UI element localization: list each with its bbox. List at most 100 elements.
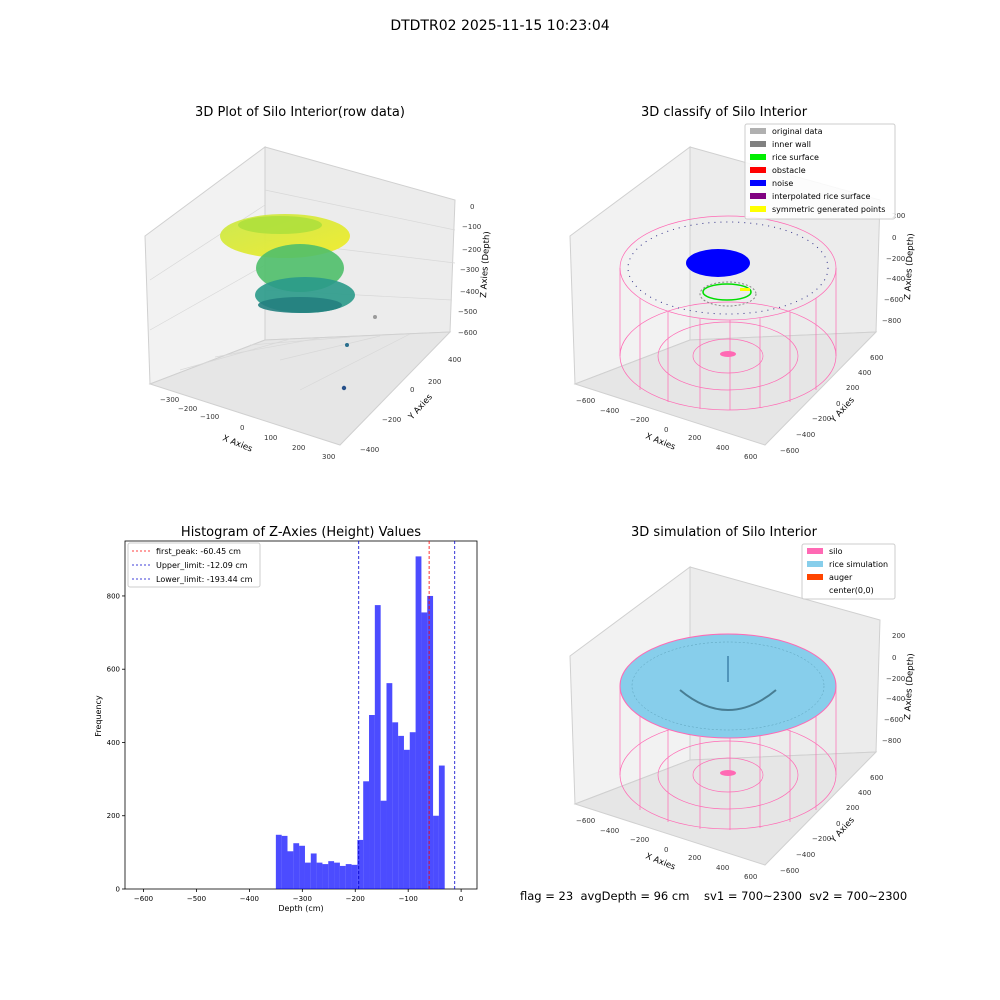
histogram-y-tick-label: 200 [107,812,120,820]
classify-ztick: −400 [886,275,905,283]
histogram-bar [374,605,381,889]
simulation-xtick: 0 [664,846,668,854]
raw-ytick: −400 [360,446,379,454]
classify-rice-surface [702,283,752,301]
classify-legend: original data inner wall rice surface ob… [744,123,896,220]
classify-silo-wireframe [619,215,837,411]
figure-title: DTDTR02 2025-11-15 10:23:04 [390,18,610,34]
simulation-rice-mesh [631,641,825,731]
histogram-bar [369,715,375,889]
histogram-reference-lines [358,541,456,889]
legend-label-symmetric: symmetric generated points [772,205,885,214]
simulation-legend-frame [801,543,896,600]
raw-ytick: 0 [410,386,414,394]
raw-xtick: −200 [178,405,197,413]
classify-ytick: −600 [780,447,799,455]
histogram-bar [310,853,317,889]
simulation-floor [573,751,878,866]
classify-xtick: 600 [744,453,757,461]
histogram-bar [345,864,352,889]
legend-label-center: center(0,0) [829,586,874,595]
classify-xtick: −200 [630,416,649,424]
histogram-bar [339,865,346,889]
histogram-bar [293,843,300,889]
legend-swatch-interpolated [750,193,766,199]
simulation-xtick: 600 [744,873,757,881]
classify-ztick: 0 [892,234,896,242]
raw-ztick: −200 [462,246,481,254]
histogram-bar [334,862,340,889]
histogram-y-tick-label: 0 [116,886,120,894]
raw-gridlines [149,189,456,391]
classify-floor [573,331,878,446]
classify-original-data [699,281,757,307]
simulation-ztick: −400 [886,695,905,703]
raw-ytick: −200 [382,416,401,424]
legend-swatch-rice-surface [750,154,766,160]
legend-label-first-peak: first_peak: -60.45 cm [156,547,241,556]
histogram-bar [392,722,399,889]
panel-classify: 3D classify of Silo Interior −600 −400 −… [569,105,916,461]
raw-ztick: −400 [460,288,479,296]
histogram-legend-frame [127,542,261,588]
legend-label-obstacle: obstacle [772,166,806,175]
histogram-legend: first_peak: -60.45 cm Upper_limit: -12.0… [127,542,261,588]
legend-label-auger: auger [829,573,853,582]
classify-xtick: −400 [600,407,619,415]
histogram-bar [433,815,439,889]
simulation-ztick: 200 [892,632,905,640]
legend-label-noise: noise [772,179,793,188]
classify-noise-cluster [686,249,750,277]
simulation-xtick: 200 [688,854,701,862]
histogram-ylabel: Frequency [94,695,103,737]
simulation-ztick: −600 [884,716,903,724]
simulation-ztick: 0 [892,654,896,662]
histogram-x-tick-label: −300 [293,895,312,903]
classify-ztick: −600 [884,296,903,304]
classify-ytick: 200 [846,384,859,392]
histogram-x-tick-label: 0 [459,895,463,903]
legend-swatch-rice-simulation [807,561,823,567]
histogram-bar [386,683,393,889]
raw-xtick: −300 [160,396,179,404]
raw-ytick: 400 [448,356,461,364]
panel-raw-data: 3D Plot of Silo Interior(row data) −300 [144,105,492,461]
histogram-y-tick-label: 800 [107,592,120,600]
histogram-title: Histogram of Z-Axies (Height) Values [181,525,421,540]
histogram-bars [275,556,445,889]
simulation-ytick: −200 [812,835,831,843]
histogram-bar [380,800,387,889]
classify-xtick: 200 [688,434,701,442]
simulation-rice-surface [619,633,837,739]
classify-ytick: 0 [836,400,840,408]
histogram-bar [427,595,434,889]
raw-ytick: 200 [428,378,441,386]
histogram-x-tick-label: −600 [134,895,153,903]
histogram-bar [351,864,358,889]
simulation-ytick: 200 [846,804,859,812]
raw-ztick: −500 [458,308,477,316]
classify-zlabel: Z Axies (Depth) [903,233,916,300]
histogram-bar [328,861,335,889]
classify-legend-frame [744,123,896,220]
classify-center-marker [720,351,736,357]
raw-outlier-point [341,385,347,391]
raw-point-cloud [220,214,377,391]
simulation-xtick: −200 [630,836,649,844]
histogram-x-ticks: −600 −500 −400 −300 −200 −100 0 [134,889,463,903]
histogram-bar [275,834,282,889]
legend-swatch-symmetric [750,206,766,212]
raw-ylabel: Y Axies [406,392,435,423]
raw-xtick: 200 [292,444,305,452]
classify-ytick: 600 [870,354,883,362]
histogram-xlabel: Depth (cm) [278,904,323,913]
histogram-x-tick-label: −100 [399,895,418,903]
simulation-ytick: 0 [836,820,840,828]
simulation-ztick: −200 [886,675,905,683]
simulation-xtick: −600 [576,817,595,825]
histogram-panel: Histogram of Z-Axies (Height) Values −60… [94,525,478,913]
histogram-bar [421,612,428,889]
legend-label-original-data: original data [772,127,823,136]
raw-outlier-point [373,315,377,319]
